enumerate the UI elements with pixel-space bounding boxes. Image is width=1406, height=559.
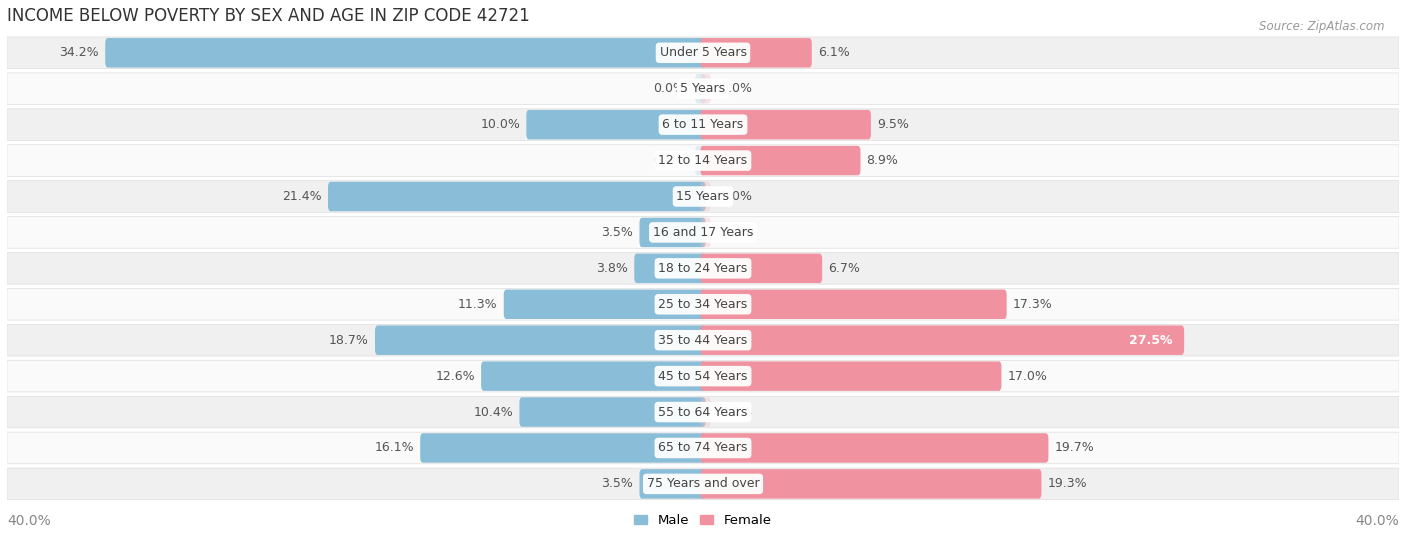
Legend: Male, Female: Male, Female	[628, 509, 778, 533]
FancyBboxPatch shape	[328, 182, 706, 211]
FancyBboxPatch shape	[7, 324, 1399, 356]
Text: 17.3%: 17.3%	[1012, 298, 1053, 311]
Text: 34.2%: 34.2%	[59, 46, 100, 59]
FancyBboxPatch shape	[375, 325, 706, 355]
Text: 45 to 54 Years: 45 to 54 Years	[658, 369, 748, 382]
FancyBboxPatch shape	[695, 146, 706, 176]
FancyBboxPatch shape	[526, 110, 706, 139]
Text: 3.5%: 3.5%	[602, 226, 633, 239]
FancyBboxPatch shape	[420, 433, 706, 463]
Text: 3.5%: 3.5%	[602, 477, 633, 490]
Text: INCOME BELOW POVERTY BY SEX AND AGE IN ZIP CODE 42721: INCOME BELOW POVERTY BY SEX AND AGE IN Z…	[7, 7, 530, 25]
Text: 3.8%: 3.8%	[596, 262, 628, 275]
Text: 55 to 64 Years: 55 to 64 Years	[658, 405, 748, 419]
FancyBboxPatch shape	[640, 217, 706, 247]
Text: 19.7%: 19.7%	[1054, 442, 1094, 454]
Text: 10.0%: 10.0%	[481, 118, 520, 131]
Text: 6.1%: 6.1%	[818, 46, 849, 59]
FancyBboxPatch shape	[7, 145, 1399, 177]
FancyBboxPatch shape	[7, 432, 1399, 464]
Text: 6.7%: 6.7%	[828, 262, 860, 275]
Text: 18.7%: 18.7%	[329, 334, 368, 347]
Text: 65 to 74 Years: 65 to 74 Years	[658, 442, 748, 454]
FancyBboxPatch shape	[7, 361, 1399, 392]
FancyBboxPatch shape	[7, 217, 1399, 248]
Text: 0.0%: 0.0%	[720, 226, 752, 239]
Text: 17.0%: 17.0%	[1008, 369, 1047, 382]
FancyBboxPatch shape	[695, 74, 706, 103]
FancyBboxPatch shape	[7, 253, 1399, 284]
Text: 16 and 17 Years: 16 and 17 Years	[652, 226, 754, 239]
FancyBboxPatch shape	[700, 182, 711, 211]
Text: 10.4%: 10.4%	[474, 405, 513, 419]
Text: 0.0%: 0.0%	[654, 154, 686, 167]
FancyBboxPatch shape	[519, 397, 706, 427]
FancyBboxPatch shape	[700, 146, 860, 176]
Text: 18 to 24 Years: 18 to 24 Years	[658, 262, 748, 275]
Text: 0.0%: 0.0%	[720, 82, 752, 95]
FancyBboxPatch shape	[105, 38, 706, 68]
Text: 0.0%: 0.0%	[720, 190, 752, 203]
Text: 9.5%: 9.5%	[877, 118, 908, 131]
Text: 0.0%: 0.0%	[654, 82, 686, 95]
Text: 25 to 34 Years: 25 to 34 Years	[658, 298, 748, 311]
FancyBboxPatch shape	[7, 73, 1399, 105]
Text: 12.6%: 12.6%	[436, 369, 475, 382]
Text: 40.0%: 40.0%	[1355, 514, 1399, 528]
Text: 27.5%: 27.5%	[1129, 334, 1173, 347]
Text: 8.9%: 8.9%	[866, 154, 898, 167]
Text: 15 Years: 15 Years	[676, 190, 730, 203]
FancyBboxPatch shape	[700, 74, 711, 103]
Text: 75 Years and over: 75 Years and over	[647, 477, 759, 490]
FancyBboxPatch shape	[700, 110, 870, 139]
Text: Under 5 Years: Under 5 Years	[659, 46, 747, 59]
Text: 12 to 14 Years: 12 to 14 Years	[658, 154, 748, 167]
FancyBboxPatch shape	[7, 396, 1399, 428]
Text: 11.3%: 11.3%	[458, 298, 498, 311]
FancyBboxPatch shape	[634, 254, 706, 283]
FancyBboxPatch shape	[700, 290, 1007, 319]
FancyBboxPatch shape	[700, 469, 1042, 499]
Text: 40.0%: 40.0%	[7, 514, 51, 528]
FancyBboxPatch shape	[7, 288, 1399, 320]
FancyBboxPatch shape	[481, 361, 706, 391]
FancyBboxPatch shape	[700, 217, 711, 247]
FancyBboxPatch shape	[640, 469, 706, 499]
FancyBboxPatch shape	[7, 109, 1399, 140]
FancyBboxPatch shape	[700, 397, 711, 427]
Text: Source: ZipAtlas.com: Source: ZipAtlas.com	[1260, 20, 1385, 32]
Text: 5 Years: 5 Years	[681, 82, 725, 95]
Text: 21.4%: 21.4%	[283, 190, 322, 203]
Text: 19.3%: 19.3%	[1047, 477, 1087, 490]
FancyBboxPatch shape	[700, 254, 823, 283]
FancyBboxPatch shape	[700, 325, 1184, 355]
Text: 6 to 11 Years: 6 to 11 Years	[662, 118, 744, 131]
Text: 35 to 44 Years: 35 to 44 Years	[658, 334, 748, 347]
Text: 16.1%: 16.1%	[374, 442, 415, 454]
FancyBboxPatch shape	[700, 38, 811, 68]
FancyBboxPatch shape	[503, 290, 706, 319]
Text: 0.0%: 0.0%	[720, 405, 752, 419]
FancyBboxPatch shape	[700, 361, 1001, 391]
FancyBboxPatch shape	[7, 37, 1399, 69]
FancyBboxPatch shape	[7, 468, 1399, 500]
FancyBboxPatch shape	[7, 181, 1399, 212]
FancyBboxPatch shape	[700, 433, 1049, 463]
